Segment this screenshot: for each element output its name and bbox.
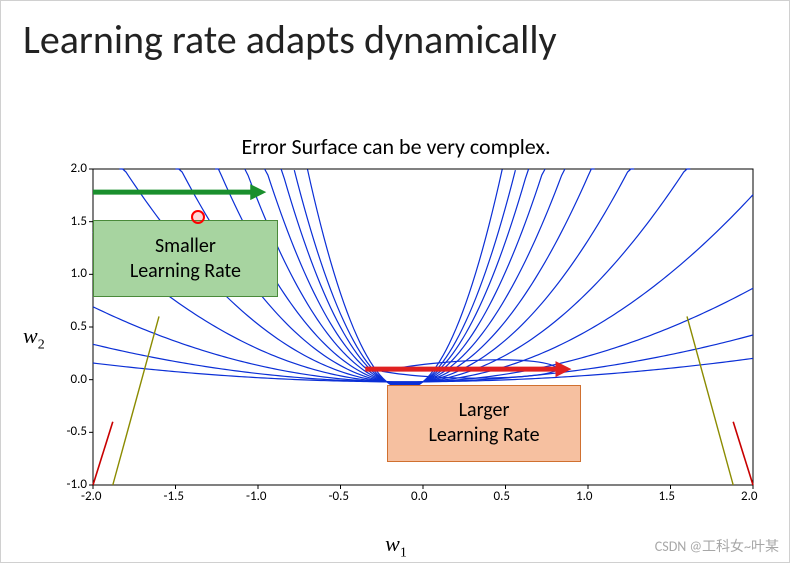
x-tick: 0.0 xyxy=(411,489,427,504)
x-tick: -1.0 xyxy=(246,489,266,504)
x-tick: 1.5 xyxy=(659,489,675,504)
watermark: CSDN @工科女~叶某 xyxy=(655,536,779,556)
callout-line: Smaller xyxy=(94,234,277,259)
x-tick: -1.5 xyxy=(164,489,184,504)
y-tick: 1.5 xyxy=(59,214,87,229)
y-tick: -0.5 xyxy=(59,424,87,439)
y-axis-label: w2 xyxy=(23,323,45,353)
smaller-lr-callout: Smaller Learning Rate xyxy=(93,220,278,298)
x-tick: 0.5 xyxy=(494,489,510,504)
x-tick: 1.0 xyxy=(576,489,592,504)
larger-lr-callout: Larger Learning Rate xyxy=(387,385,582,462)
y-tick: 0.0 xyxy=(59,372,87,387)
contour-chart xyxy=(63,163,763,523)
y-tick: 2.0 xyxy=(59,161,87,176)
y-tick: 1.0 xyxy=(59,266,87,281)
slide-subtitle: Error Surface can be very complex. xyxy=(1,133,790,160)
y-tick: -1.0 xyxy=(59,477,87,492)
slide: Learning rate adapts dynamically Error S… xyxy=(0,0,790,563)
slide-title: Learning rate adapts dynamically xyxy=(23,15,557,64)
callout-line: Learning Rate xyxy=(94,259,277,284)
x-tick: 2.0 xyxy=(741,489,757,504)
callout-line: Larger xyxy=(388,398,581,423)
y-tick: 0.5 xyxy=(59,319,87,334)
x-tick: -0.5 xyxy=(329,489,349,504)
callout-line: Learning Rate xyxy=(388,423,581,448)
